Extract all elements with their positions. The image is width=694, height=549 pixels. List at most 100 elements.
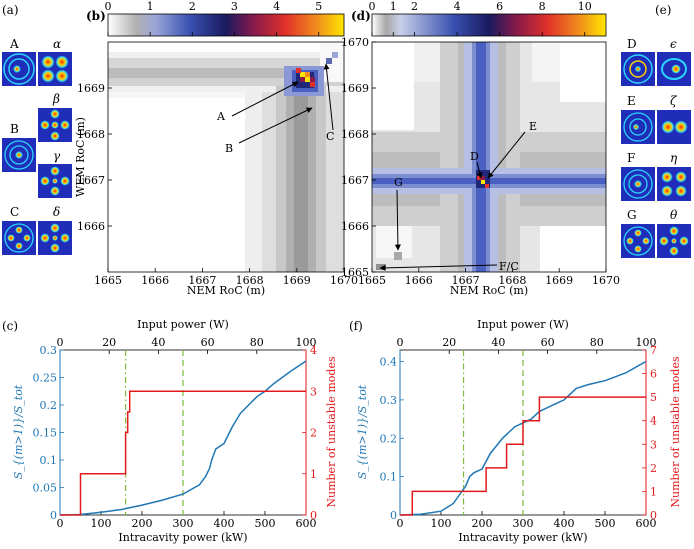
mode-image-F — [621, 167, 655, 201]
colorbar-d-ticks: 0 1 2 4 6 8 10 — [369, 0, 592, 36]
colorbar-b — [107, 13, 345, 37]
heatmap-d-xlabel: NEM RoC (m) — [450, 284, 528, 297]
mode-label-A: A — [9, 37, 19, 51]
y-tick-label: 0.4 — [380, 356, 398, 369]
colorbar-tick-label: 5 — [315, 0, 322, 13]
y-tick-label: 1669 — [341, 82, 369, 95]
y-tick-label: 0.2 — [380, 432, 398, 445]
annotation-C: C — [326, 130, 334, 143]
heatmap-d-area — [372, 42, 606, 272]
mode-label-C: C — [10, 205, 19, 219]
x2-tick-label: 80 — [250, 336, 264, 349]
mode-greek-theta: θ — [670, 208, 678, 222]
heatmap-d-axes: 1665 1666 1667 1668 1669 1670 1665 1666 1667 1668… — [341, 36, 620, 287]
x-tick-label: 1666 — [405, 274, 433, 287]
x-tick-label: 500 — [255, 517, 276, 530]
mode-greek-epsilon: ϵ — [670, 37, 677, 51]
colorbar-tick-label: 1 — [390, 0, 397, 13]
y2-tick-label: 7 — [650, 344, 657, 357]
x-tick-label: 1670 — [330, 274, 358, 287]
y2-tick-label: 6 — [650, 368, 657, 381]
mode-greek-alpha: α — [53, 37, 61, 51]
colorbar-tick-label: 6 — [496, 0, 503, 13]
mode-image-E — [621, 110, 655, 144]
y2-tick-label: 3 — [650, 438, 657, 451]
heatmap-b: 0 1 2 3 4 5 — [74, 0, 358, 297]
x-tick-label: 1666 — [141, 274, 169, 287]
x-tick-label: 400 — [554, 517, 575, 530]
y2-tick-label: 2 — [310, 427, 317, 440]
mode-panel-a: A α β B γ — [2, 37, 72, 255]
x-tick-label: 1667 — [188, 274, 216, 287]
x2-tick-label: 100 — [636, 336, 657, 349]
y2-tick-label: 4 — [310, 344, 317, 357]
y-tick-label: 1665 — [341, 266, 369, 279]
series-ratio — [59, 360, 307, 516]
panel-label-c: (c) — [2, 319, 18, 333]
panel-label-f: (f) — [349, 319, 363, 333]
y-tick-label: 0.1 — [40, 454, 58, 467]
mode-greek-gamma: γ — [53, 149, 61, 163]
mode-label-B: B — [10, 122, 19, 136]
heatmap-b-xlabel: NEM RoC (m) — [187, 284, 265, 297]
line-chart-f-y2label: Number of unstable modes — [669, 356, 682, 508]
line-chart-f-xlabel: Intracavity power (kW) — [458, 531, 587, 544]
y2-tick-label: 4 — [650, 415, 657, 428]
x-tick-label: 400 — [214, 517, 235, 530]
colorbar-tick-label: 1 — [147, 0, 154, 13]
line-chart-f-x2label: Input power (W) — [477, 318, 569, 331]
annotation-E: E — [529, 120, 537, 133]
y-tick-label: 0 — [50, 509, 57, 522]
mode-image-eta — [657, 167, 691, 201]
y-tick-label: 1667 — [341, 174, 369, 187]
y-tick-label: 0.3 — [40, 344, 58, 357]
series-ratio — [399, 360, 647, 516]
mode-image-beta — [38, 108, 72, 142]
colorbar-tick-label: 3 — [231, 0, 238, 13]
y2-tick-label: 0 — [650, 509, 657, 522]
y2-tick-label: 1 — [310, 468, 317, 481]
x-tick-label: 1668 — [236, 274, 264, 287]
y-tick-label: 1666 — [77, 220, 105, 233]
x-tick-label: 0 — [57, 517, 64, 530]
x-tick-label: 1669 — [545, 274, 573, 287]
x-tick-label: 1665 — [358, 274, 386, 287]
mode-image-G — [621, 224, 655, 258]
x-tick-label: 1669 — [283, 274, 311, 287]
mode-greek-beta: β — [52, 92, 60, 106]
mode-image-C — [2, 221, 36, 255]
x2-tick-label: 40 — [151, 336, 165, 349]
x2-tick-label: 0 — [57, 336, 64, 349]
series-unstable-modes — [60, 390, 306, 516]
x-tick-label: 0 — [397, 517, 404, 530]
mode-image-zeta — [657, 110, 691, 144]
annotation-FC: F/C — [499, 260, 519, 273]
x2-tick-label: 100 — [296, 336, 317, 349]
panel-label-b: (b) — [86, 9, 106, 23]
x2-tick-label: 40 — [491, 336, 505, 349]
mode-image-D — [621, 52, 655, 86]
colorbar-tick-label: 8 — [539, 0, 546, 13]
x-tick-label: 500 — [595, 517, 616, 530]
y-tick-label: 0.2 — [40, 399, 58, 412]
colorbar-tick-label: 0 — [105, 0, 112, 13]
mode-image-B — [2, 138, 36, 172]
x2-tick-label: 80 — [590, 336, 604, 349]
annotation-G: G — [394, 176, 403, 189]
x2-tick-label: 0 — [397, 336, 404, 349]
x-tick-label: 200 — [132, 517, 153, 530]
y2-tick-label: 3 — [310, 385, 317, 398]
x-tick-label: 300 — [513, 517, 534, 530]
colorbar-tick-label: 10 — [578, 0, 592, 13]
colorbar-b-ticks: 0 1 2 3 4 5 — [105, 0, 322, 36]
x-tick-label: 100 — [431, 517, 452, 530]
y2-tick-label: 2 — [650, 462, 657, 475]
colorbar-tick-label: 4 — [273, 0, 280, 13]
annotation-A: A — [216, 110, 226, 123]
line-chart-c-x2label: Input power (W) — [137, 318, 229, 331]
x-tick-label: 1667 — [452, 274, 480, 287]
heatmap-b-axes: 1665 1666 1667 1668 1669 1670 1666 1667 1668 1669 — [77, 82, 358, 287]
